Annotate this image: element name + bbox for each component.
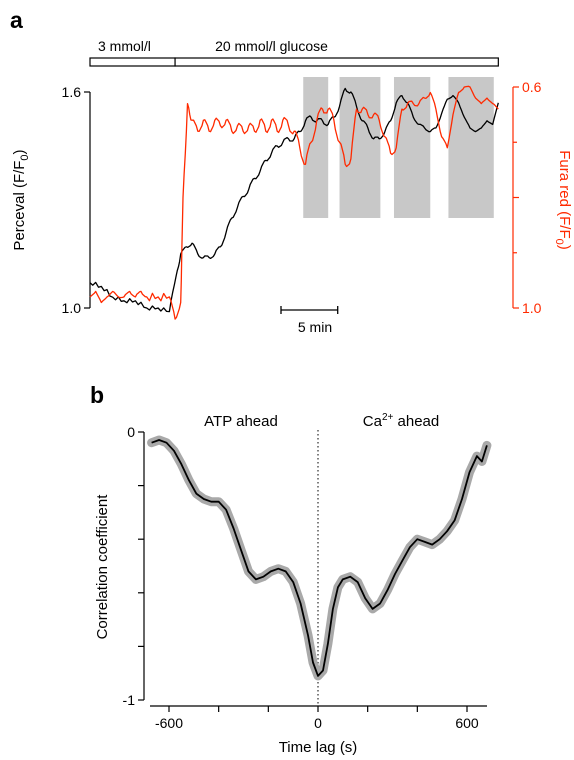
scale-bar-label: 5 min [298,319,332,335]
series-line-fura-red [89,85,499,320]
right-y-axis-label: Fura red (F/F0) [553,150,573,249]
condition-bar-segment [174,57,499,67]
stimulus-shading-rect [393,77,431,218]
right-y-axis-label-suffix: ) [556,245,573,250]
annotation-ca-suffix: ahead [393,413,439,430]
left-y-tick-label: 1.6 [62,84,82,100]
condition-bar: 3 mmol/l 20 mmol/l glucose [89,38,499,67]
stimulus-shading-rect [303,77,329,218]
panel-b-series [147,435,492,681]
b-x-tick-label: 0 [314,715,322,731]
scale-bar: 5 min [280,306,339,335]
panel-b: b ATP ahead Ca2+ ahead 0 -1 -600 0 600 Corre… [90,382,492,756]
left-y-axis-label-sub: 0 [19,154,31,160]
b-y-tick-label: 0 [127,424,135,440]
annotation-ca-ahead: Ca2+ ahead [363,412,439,430]
annotation-ca-sup: 2+ [382,412,394,423]
right-y-tick-label: 0.6 [522,79,542,95]
b-x-tick-label: -600 [155,715,183,731]
annotation-atp-ahead: ATP ahead [204,413,278,430]
condition-bar-label: 20 mmol/l glucose [215,38,328,54]
panel-a: a 3 mmol/l 20 mmol/l glucose 1.0 1.6 1.0 0.… [10,7,573,335]
x-axis-label: Time lag (s) [279,739,358,756]
y-axis-label: Correlation coefficient [94,494,111,640]
left-y-tick-label: 1.0 [62,300,82,316]
left-y-axis-label-main: Perceval (F/F [11,161,28,251]
confidence-band [147,435,492,681]
series-line-perceval [89,87,499,313]
right-y-axis-label-main: Fura red (F/F [556,150,573,238]
condition-bar-segment [89,57,176,67]
panel-b-label: b [90,382,104,408]
condition-bar-label: 3 mmol/l [98,38,151,54]
right-y-axis: 1.0 0.6 [512,79,542,316]
b-x-tick-label: 600 [455,715,479,731]
left-y-axis: 1.0 1.6 [62,84,91,316]
panel-a-series [89,85,499,320]
left-y-axis-label: Perceval (F/F0) [11,149,31,250]
b-y-tick-label: -1 [123,692,136,708]
right-y-tick-label: 1.0 [522,300,542,316]
annotation-ca-main: Ca [363,413,383,430]
stimulus-shading-rect [339,77,381,218]
stimulus-shading [303,77,494,218]
correlation-line [151,439,488,677]
left-y-axis-label-suffix: ) [11,149,28,154]
right-y-axis-label-sub: 0 [553,239,565,245]
panel-a-label: a [10,7,23,33]
panel-b-axes: 0 -1 -600 0 600 [123,424,487,731]
